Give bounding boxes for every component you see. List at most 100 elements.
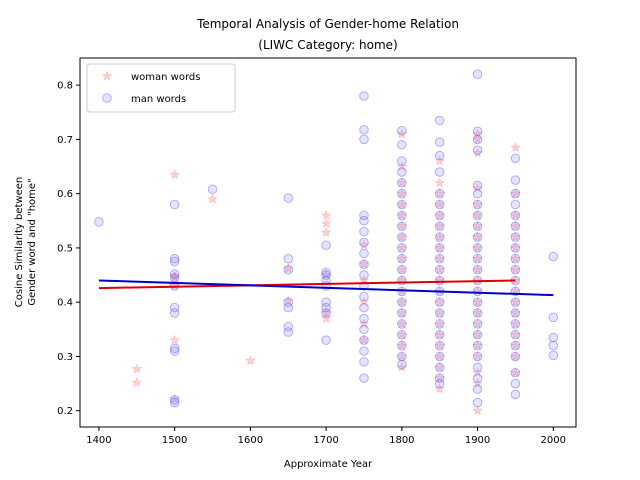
data-point (510, 308, 521, 318)
data-point (548, 332, 559, 343)
data-point (434, 231, 445, 242)
data-point (434, 137, 445, 147)
x-tick-label: 1800 (389, 435, 414, 446)
data-point (397, 167, 407, 177)
data-point (472, 330, 483, 340)
data-point (434, 188, 445, 199)
data-point (169, 269, 180, 279)
data-point (359, 259, 369, 269)
data-point (396, 340, 408, 351)
data-point (472, 296, 483, 307)
x-tick-label: 1600 (238, 435, 263, 446)
y-tick-label: 0.7 (57, 135, 73, 146)
data-point (510, 142, 521, 152)
data-point (396, 161, 408, 171)
data-point (434, 297, 445, 307)
data-point (472, 145, 483, 155)
data-point (169, 302, 180, 313)
chart-title-line2: (LIWC Category: home) (258, 38, 397, 52)
data-point (472, 340, 483, 351)
data-point (397, 210, 407, 221)
data-point (472, 180, 483, 191)
data-point (321, 270, 331, 280)
data-point (434, 221, 445, 231)
data-point (548, 312, 559, 323)
data-point (472, 397, 483, 408)
data-point (359, 302, 369, 313)
data-point (510, 264, 521, 275)
data-point (396, 242, 408, 253)
legend-star-marker (101, 70, 113, 81)
data-point (245, 355, 256, 366)
data-point (472, 199, 483, 209)
data-point (396, 296, 408, 307)
data-point (359, 216, 369, 226)
data-point (434, 210, 445, 221)
data-point (131, 377, 142, 387)
data-point (434, 199, 445, 210)
data-point (434, 308, 445, 318)
data-point (472, 253, 483, 264)
data-point (396, 188, 408, 199)
data-point (472, 264, 483, 275)
data-point (510, 210, 521, 221)
data-point (320, 313, 332, 323)
trend-line-man-words (98, 279, 554, 297)
data-point (397, 232, 407, 242)
data-point (434, 232, 445, 242)
chart-title-line1: Temporal Analysis of Gender-home Relatio… (196, 17, 459, 31)
data-point (434, 188, 445, 199)
data-point (359, 270, 369, 280)
data-point (510, 264, 521, 275)
y-axis: 0.2 0.3 0.4 0.5 0.6 0.7 0.8 (57, 81, 80, 417)
data-point (434, 264, 445, 275)
data-point (397, 340, 407, 351)
data-point (434, 275, 445, 286)
data-point (169, 256, 180, 267)
data-point (472, 367, 483, 378)
data-point (169, 169, 180, 180)
data-point (359, 210, 369, 221)
data-point (396, 231, 408, 242)
plot-frame (79, 57, 577, 428)
data-point (510, 221, 521, 231)
data-point (397, 351, 407, 362)
data-point (472, 362, 483, 373)
data-point (472, 384, 483, 394)
trend-line-woman-words (98, 279, 516, 290)
data-point (472, 69, 483, 80)
x-axis: 1400 1500 1600 1700 1800 1900 2000 (86, 427, 566, 446)
data-point (510, 232, 521, 242)
data-point (397, 221, 407, 231)
legend-marker-woman (101, 70, 113, 81)
data-point (169, 272, 180, 283)
data-point (434, 243, 445, 253)
data-point (283, 264, 293, 275)
data-point (434, 329, 445, 340)
y-axis-label-line1: Cosine Similarity between (14, 177, 25, 307)
data-point (397, 359, 407, 370)
data-point (510, 318, 521, 329)
plot-points (94, 69, 559, 416)
data-point (434, 199, 445, 209)
y-tick-label: 0.3 (57, 352, 73, 363)
data-point (510, 220, 521, 231)
data-point (472, 373, 483, 383)
data-point (396, 128, 408, 139)
data-point (169, 280, 180, 291)
data-point (359, 226, 369, 237)
x-tick-label: 2000 (541, 435, 566, 446)
data-point (472, 329, 483, 340)
data-point (510, 231, 521, 242)
data-point (510, 367, 521, 378)
data-point (397, 156, 407, 166)
data-point (472, 275, 483, 285)
data-point (396, 199, 408, 209)
data-point (358, 296, 370, 307)
data-point (510, 378, 521, 389)
data-point (359, 237, 369, 248)
legend-label-woman: woman words (131, 72, 200, 83)
data-point (510, 188, 521, 199)
data-point (397, 188, 407, 199)
data-point (131, 363, 142, 374)
